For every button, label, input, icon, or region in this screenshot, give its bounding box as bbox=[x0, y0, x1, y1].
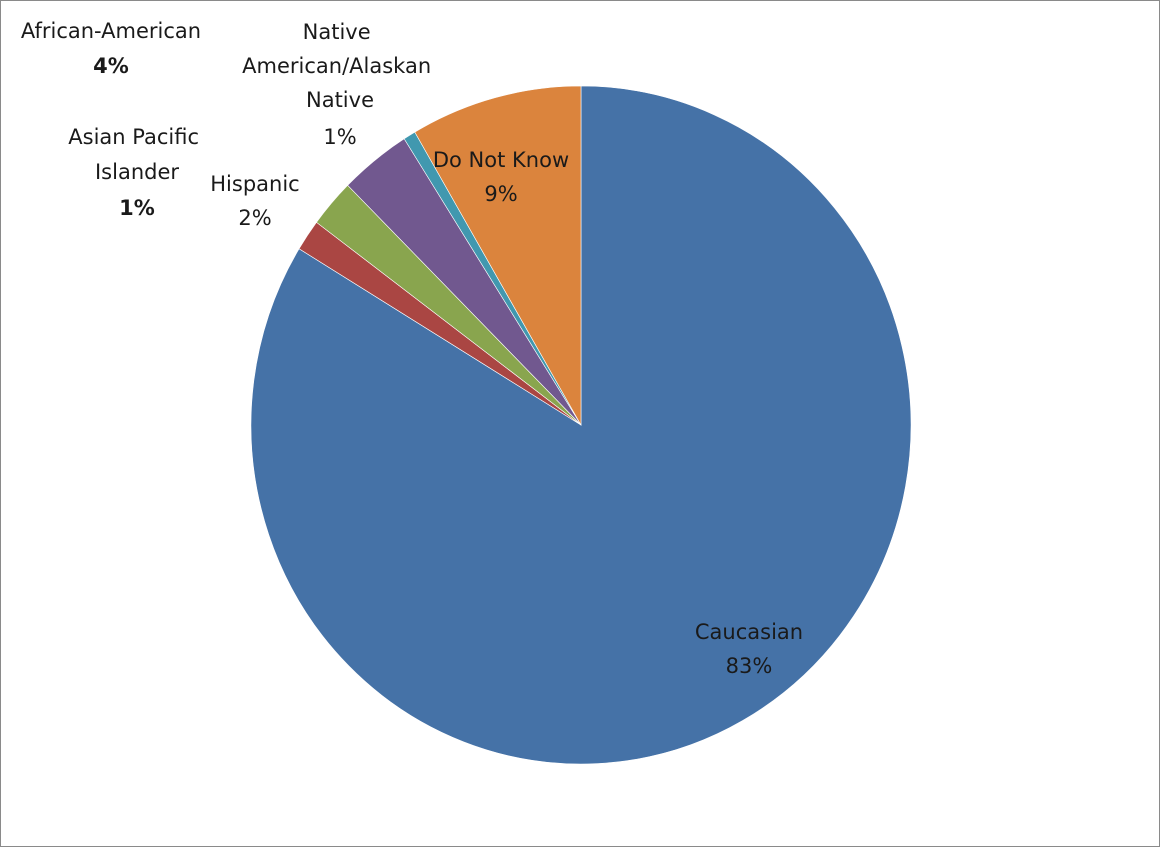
slice-percent-hispanic: 2% bbox=[238, 206, 271, 230]
slice-label-african-american: African-American bbox=[21, 19, 201, 43]
pie-slice-do-not-know bbox=[414, 85, 582, 427]
slice-percent-do-not-know: 9% bbox=[484, 182, 517, 206]
slice-percent-caucasian: 83% bbox=[726, 654, 773, 678]
slice-label-native-american-alaskan-native: Native American/Alaskan Native bbox=[242, 20, 438, 112]
slice-label-do-not-know: Do Not Know bbox=[433, 148, 569, 172]
pie-slices bbox=[250, 85, 912, 765]
slice-label-caucasian: Caucasian bbox=[695, 620, 803, 644]
pie-labels: Caucasian 83% Do Not Know 9% Hispanic 2%… bbox=[21, 19, 803, 678]
slice-percent-native-american-alaskan-native: 1% bbox=[323, 125, 356, 149]
slice-label-hispanic: Hispanic bbox=[210, 172, 299, 196]
slice-percent-asian-pacific-islander: 1% bbox=[119, 196, 155, 220]
slice-label-asian-pacific-islander: Asian Pacific Islander bbox=[68, 125, 205, 184]
slice-percent-african-american: 4% bbox=[93, 54, 129, 78]
